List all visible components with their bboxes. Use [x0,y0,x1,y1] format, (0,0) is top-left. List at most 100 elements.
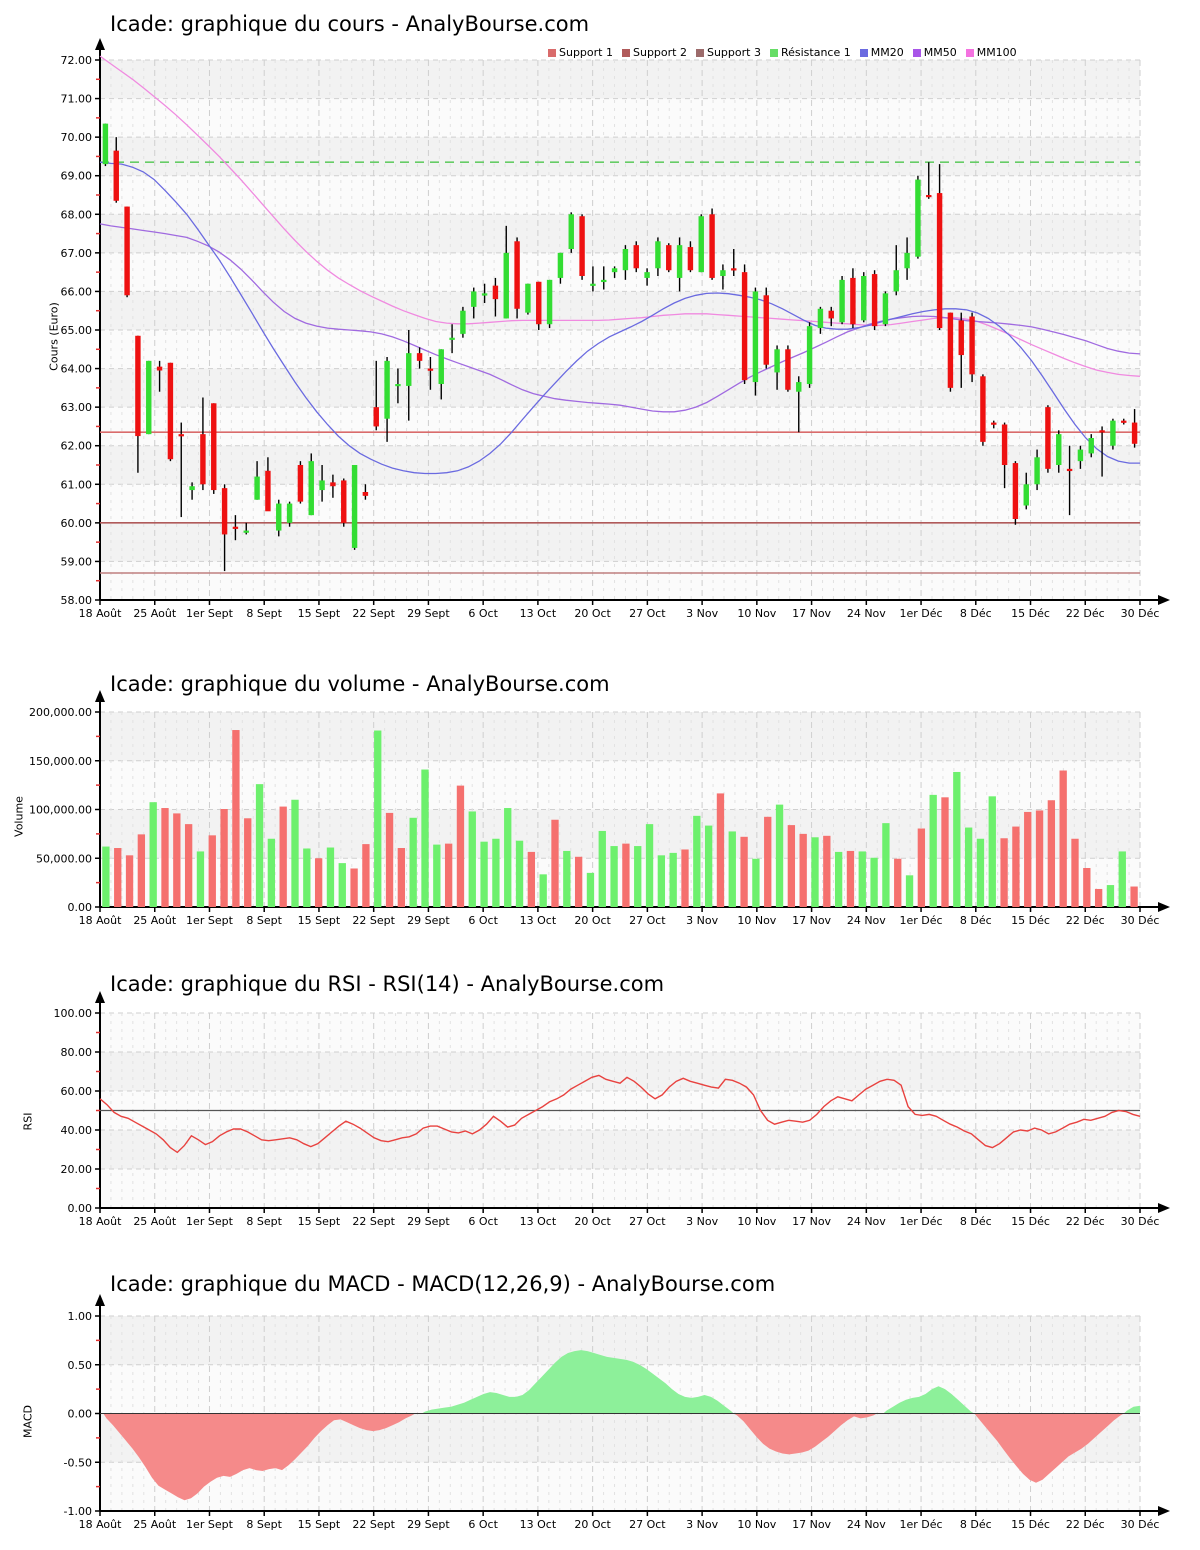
candlestick [893,245,899,296]
volume-bar [551,819,559,907]
candlestick [752,287,759,396]
x-tick-label: 1er Déc [900,914,943,927]
mm50-line [99,223,1141,413]
volume-bar [941,797,949,907]
x-tick-label: 10 Nov [737,914,776,927]
y-tick-label: -1.00 [64,1505,92,1518]
mm20-line [99,161,1140,475]
candlestick [709,208,715,280]
x-tick-label: 24 Nov [847,914,886,927]
candlestick [308,453,314,516]
x-tick-label: 22 Déc [1066,1215,1105,1228]
volume-bar [492,838,500,907]
legend-label: Support 2 [632,46,687,59]
candlestick [601,266,607,290]
volume-bar [303,848,311,907]
legend-swatch-icon [695,48,704,57]
x-tick-label: 1er Déc [900,1215,943,1228]
x-tick-label: 18 Août [79,607,123,620]
candlestick [124,206,130,298]
candlestick [503,225,509,319]
volume-bar [563,850,571,907]
volume-bar [622,843,630,907]
candlestick [178,422,184,518]
x-tick-label: 10 Nov [737,1518,776,1531]
candlestick [351,465,358,550]
x-tick-label: 13 Oct [520,1215,557,1228]
volume-bar [1059,770,1067,907]
x-tick-label: 24 Nov [847,1518,886,1531]
x-tick-label: 15 Sept [298,607,341,620]
x-tick-label: 3 Nov [686,607,718,620]
volume-bar [1094,888,1103,907]
y-tick-label: 0.00 [68,1408,93,1421]
volume-bar [1012,826,1020,907]
x-tick-label: 22 Déc [1066,914,1105,927]
candlestick [471,287,477,319]
candlestick [850,268,856,329]
y-tick-label: 70.00 [61,131,93,144]
volume-bar [244,818,252,907]
legend-swatch-icon [548,48,556,57]
volume-chart-title: Icade: graphique du volume - AnalyBourse… [110,672,610,696]
price-chart-panel: Icade: graphique du cours - AnalyBourse.… [0,0,1200,640]
y-tick-label: 200,000.00 [29,706,92,719]
x-tick-label: 1er Sept [186,914,234,927]
candlestick [980,374,986,446]
x-tick-label: 22 Sept [352,1518,395,1531]
volume-bar [1047,800,1056,907]
x-tick-label: 25 Août [133,607,177,620]
candlestick [579,214,585,280]
x-tick-label: 10 Nov [737,1215,776,1228]
candlestick [362,484,369,500]
rsi-line [99,1074,1141,1154]
y-tick-label: 59.00 [61,555,93,568]
candlestick [395,368,401,404]
volume-bar [527,851,536,907]
volume-bar [610,846,618,907]
x-tick-label: 3 Nov [686,1518,718,1531]
y-tick-label: 71.00 [61,93,93,106]
volume-bar [846,850,855,907]
candlestick [243,522,249,535]
x-tick-label: 3 Nov [686,914,718,927]
volume-bar [988,796,996,907]
x-tick-label: 1er Sept [186,1215,234,1228]
x-tick-label: 15 Sept [298,1518,341,1531]
candlestick [265,457,271,512]
volume-bar [645,824,654,907]
volume-bar [137,834,146,907]
y-tick-label: 1.00 [68,1310,93,1323]
candlestick [536,281,542,330]
legend-swatch-icon [965,48,974,57]
volume-chart-canvas: 0.00 50,000.00 100,000.00 150,000.00 200,000… [29,690,1170,927]
rsi-chart-title: Icade: graphique du RSI - RSI(14) - Anal… [110,972,665,996]
volume-bar [586,872,595,907]
mm100-line [99,55,1141,377]
volume-bar [114,848,122,907]
candlestick [286,501,293,527]
x-tick-label: 8 Déc [960,607,992,620]
candlestick [438,349,444,400]
legend-label: Résistance 1 [780,46,851,59]
legend-label: MM50 [923,46,957,59]
legend-label: MM100 [976,46,1017,59]
candlestick [373,360,379,431]
volume-bar [870,857,878,907]
volume-bar [267,838,276,907]
candlestick [731,249,737,276]
candlestick [698,214,704,273]
x-tick-label: 22 Sept [352,914,395,927]
x-tick-label: 30 Déc [1121,1518,1160,1531]
volume-bar [669,852,677,907]
candlestick [871,270,878,330]
y-tick-label: 80.00 [61,1046,93,1059]
x-tick-label: 25 Août [133,1215,177,1228]
candlestick [633,241,639,273]
y-tick-label: 66.00 [61,285,93,298]
volume-bar [232,730,240,907]
volume-bar [574,856,583,907]
volume-bar [220,809,228,907]
y-tick-label: 64.00 [61,363,93,376]
candlestick [297,461,304,504]
